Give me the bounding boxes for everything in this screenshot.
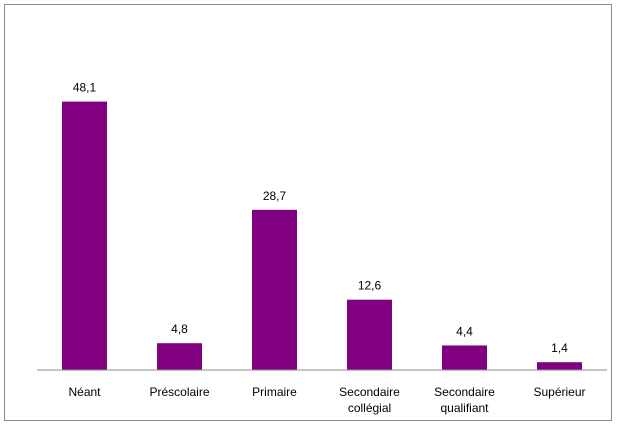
bar-1 (157, 343, 202, 370)
category-label-5: Supérieur (533, 385, 585, 399)
category-labels-group: Néant Préscolaire Primaire Secondaire collég… (68, 385, 585, 415)
category-label-3-line-0: Secondaire (339, 385, 400, 399)
value-label-4: 4,4 (456, 324, 473, 338)
value-label-2: 28,7 (263, 189, 287, 203)
value-label-1: 4,8 (171, 322, 188, 336)
bars-group (62, 101, 582, 371)
value-label-3: 12,6 (358, 279, 382, 293)
category-label-4-line-0: Secondaire (434, 385, 495, 399)
bar-2 (252, 209, 297, 370)
category-label-3-line-1: collégial (348, 401, 391, 415)
category-label-4-line-1: qualifiant (440, 401, 489, 415)
category-label-1: Préscolaire (149, 385, 209, 399)
category-label-2: Primaire (252, 385, 297, 399)
category-label-0: Néant (68, 385, 101, 399)
value-label-0: 48,1 (73, 81, 97, 95)
bar-4 (442, 345, 487, 370)
bar-5 (537, 362, 582, 370)
value-label-5: 1,4 (551, 341, 568, 355)
value-labels-group: 48,1 4,8 28,7 12,6 4,4 1,4 (73, 81, 568, 356)
bar-0 (62, 101, 107, 371)
bar-3 (347, 299, 392, 370)
